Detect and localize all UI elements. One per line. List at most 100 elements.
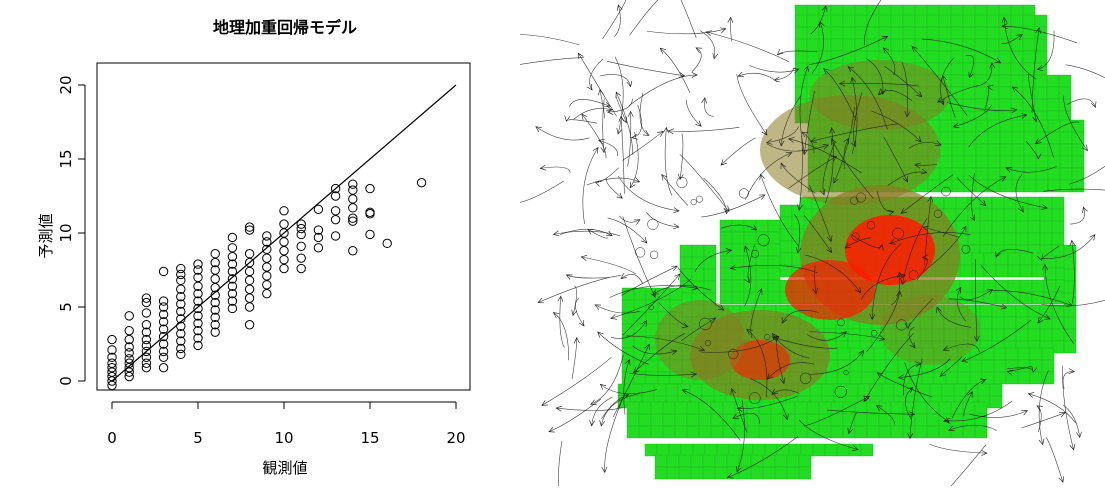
flow-arrowhead: [564, 115, 571, 122]
density-cell: [621, 335, 635, 349]
density-cell: [698, 401, 712, 415]
flow-line: [559, 296, 565, 348]
data-point: [227, 281, 238, 291]
flow-line: [668, 127, 740, 132]
flow-loop: [837, 318, 845, 327]
flow-arrowhead: [1042, 263, 1048, 270]
density-cell: [1015, 304, 1029, 318]
data-point: [124, 348, 134, 358]
flow-arrowhead: [757, 287, 763, 295]
density-cell: [1034, 98, 1048, 112]
density-cell: [987, 119, 1001, 133]
flow-line: [750, 378, 788, 420]
flow-arrowhead: [1036, 65, 1044, 71]
density-cell: [974, 26, 988, 40]
data-point: [141, 362, 152, 373]
data-point: [141, 320, 152, 330]
density-cell: [995, 291, 1009, 305]
density-cell: [974, 38, 988, 52]
density-cell: [971, 279, 985, 293]
flow-line: [633, 333, 685, 373]
flow-line: [736, 73, 768, 136]
flow-line: [607, 98, 633, 113]
flow-line: [581, 113, 607, 159]
flow-arrowhead: [1082, 144, 1088, 152]
flow-loop: [850, 196, 859, 205]
density-cell: [981, 359, 995, 373]
flow-line: [969, 410, 1028, 418]
density-cell: [767, 219, 781, 233]
data-point: [176, 328, 186, 339]
density-cell: [890, 26, 904, 40]
flow-arrowhead: [744, 276, 750, 284]
flow-arrowhead: [674, 273, 681, 280]
flow-arrowhead: [1006, 369, 1013, 376]
density-cell: [991, 232, 1005, 246]
flow-line: [798, 135, 803, 211]
density-cell: [902, 38, 916, 52]
density-cell: [626, 401, 640, 415]
flow-line: [946, 102, 1017, 111]
flow-arrowhead: [555, 405, 562, 412]
density-cell: [1007, 252, 1021, 266]
density-cell: [650, 425, 664, 439]
density-cell: [1010, 26, 1024, 40]
flow-line: [685, 99, 702, 127]
data-point: [382, 238, 392, 249]
flow-line: [942, 176, 1006, 237]
density-cell: [951, 131, 965, 145]
density-cell: [830, 50, 844, 64]
flow-arrowhead: [986, 288, 994, 295]
flow-line: [939, 356, 963, 377]
density-cell: [758, 401, 772, 415]
flow-arrowhead: [880, 88, 887, 95]
flow-line: [923, 226, 959, 238]
flow-arrowhead: [600, 146, 607, 154]
data-point: [210, 327, 220, 337]
density-cell: [626, 425, 640, 439]
density-cell: [890, 38, 904, 52]
flow-line: [745, 152, 792, 200]
flow-arrowhead: [869, 313, 876, 321]
flow-line: [703, 177, 727, 214]
density-cell: [977, 383, 991, 397]
density-cell: [837, 347, 851, 361]
flow-line: [682, 389, 741, 441]
flow-line: [766, 126, 799, 144]
flow-arrowhead: [580, 255, 588, 261]
flow-line: [1062, 365, 1074, 450]
density-cell: [902, 50, 916, 64]
density-cell: [1011, 119, 1025, 133]
data-point: [210, 274, 220, 284]
flow-line: [798, 419, 859, 450]
flow-line: [497, 57, 584, 69]
flow-line: [556, 407, 623, 411]
flow-arrowhead: [952, 122, 960, 129]
density-cell: [719, 255, 733, 269]
flow-line: [923, 225, 967, 272]
density-cell: [703, 256, 717, 270]
density-cell: [909, 371, 923, 385]
density-cell: [866, 413, 880, 427]
flow-line: [878, 90, 913, 102]
data-point: [348, 203, 358, 213]
data-point: [193, 259, 203, 269]
flow-loop: [843, 370, 849, 376]
flow-arrowhead: [961, 225, 967, 233]
data-point: [107, 352, 117, 363]
flow-arrowhead: [783, 413, 789, 421]
flow-line: [901, 62, 908, 117]
density-cell: [755, 219, 769, 233]
flow-arrowhead: [1059, 411, 1066, 418]
flow-loop: [764, 334, 771, 341]
flow-arrowhead: [896, 290, 902, 297]
density-cell: [731, 279, 745, 293]
density-cell: [794, 26, 808, 40]
flow-loop: [751, 249, 760, 258]
density-cell: [991, 220, 1005, 234]
density-cell: [962, 38, 976, 52]
flow-line: [805, 254, 862, 294]
flow-arrowhead: [601, 466, 608, 474]
density-cell: [1015, 196, 1029, 210]
data-point: [193, 340, 203, 351]
